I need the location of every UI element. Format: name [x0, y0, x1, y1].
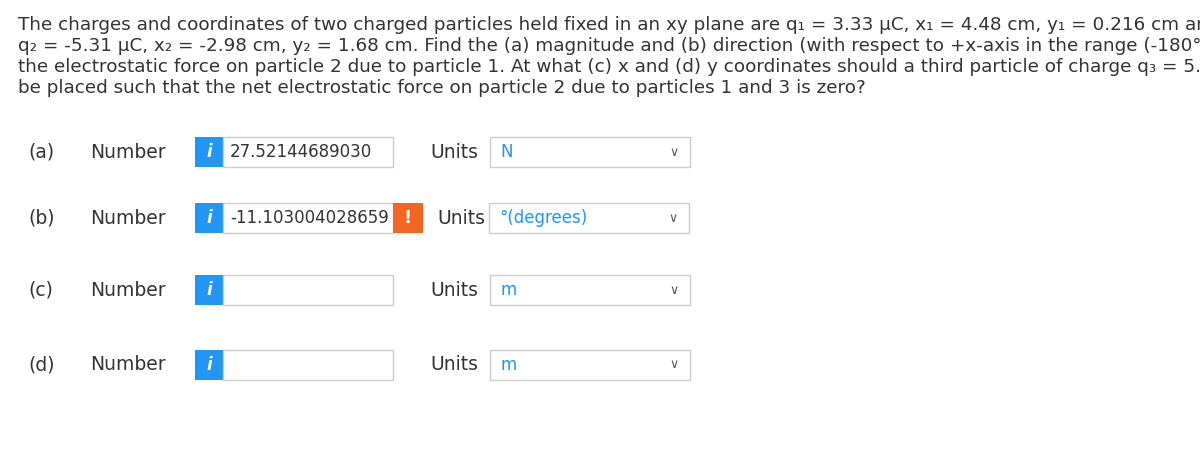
Text: ∨: ∨ [670, 283, 678, 297]
Text: 27.52144689030: 27.52144689030 [230, 143, 372, 161]
Text: Number: Number [90, 143, 166, 162]
Bar [223, 275, 394, 305]
Text: (a): (a) [28, 143, 54, 162]
Text: Units: Units [430, 143, 478, 162]
Text: ∨: ∨ [668, 211, 678, 225]
Text: Number: Number [90, 356, 166, 374]
Text: the electrostatic force on particle 2 due to particle 1. At what (c) x and (d) y: the electrostatic force on particle 2 du… [18, 58, 1200, 76]
Text: (d): (d) [28, 356, 54, 374]
Bar [490, 350, 690, 380]
Bar [223, 203, 394, 233]
Bar [490, 137, 690, 167]
Text: °(degrees): °(degrees) [499, 209, 587, 227]
Text: Units: Units [430, 281, 478, 300]
Bar [394, 203, 424, 233]
Bar [194, 275, 223, 305]
Text: q₂ = -5.31 μC, x₂ = -2.98 cm, y₂ = 1.68 cm. Find the (a) magnitude and (b) direc: q₂ = -5.31 μC, x₂ = -2.98 cm, y₂ = 1.68 … [18, 37, 1200, 55]
Bar [194, 350, 223, 380]
Bar [194, 137, 223, 167]
Text: i: i [206, 281, 212, 299]
Text: -11.103004028659: -11.103004028659 [230, 209, 389, 227]
Text: The charges and coordinates of two charged particles held fixed in an xy plane a: The charges and coordinates of two charg… [18, 16, 1200, 34]
Bar [194, 203, 223, 233]
Text: be placed such that the net electrostatic force on particle 2 due to particles 1: be placed such that the net electrostati… [18, 79, 865, 97]
Text: (b): (b) [28, 209, 54, 228]
Text: (c): (c) [28, 281, 53, 300]
Text: Number: Number [90, 209, 166, 228]
Text: i: i [206, 356, 212, 374]
Text: m: m [500, 281, 516, 299]
Bar [223, 350, 394, 380]
Text: i: i [206, 209, 212, 227]
Text: m: m [500, 356, 516, 374]
Bar [490, 203, 689, 233]
Text: Units: Units [430, 356, 478, 374]
Bar [490, 275, 690, 305]
Text: ∨: ∨ [670, 146, 678, 158]
Text: i: i [206, 143, 212, 161]
Text: N: N [500, 143, 512, 161]
Text: ∨: ∨ [670, 358, 678, 372]
Text: Number: Number [90, 281, 166, 300]
Text: Units: Units [437, 209, 485, 228]
Bar [223, 137, 394, 167]
Text: !: ! [404, 209, 412, 227]
